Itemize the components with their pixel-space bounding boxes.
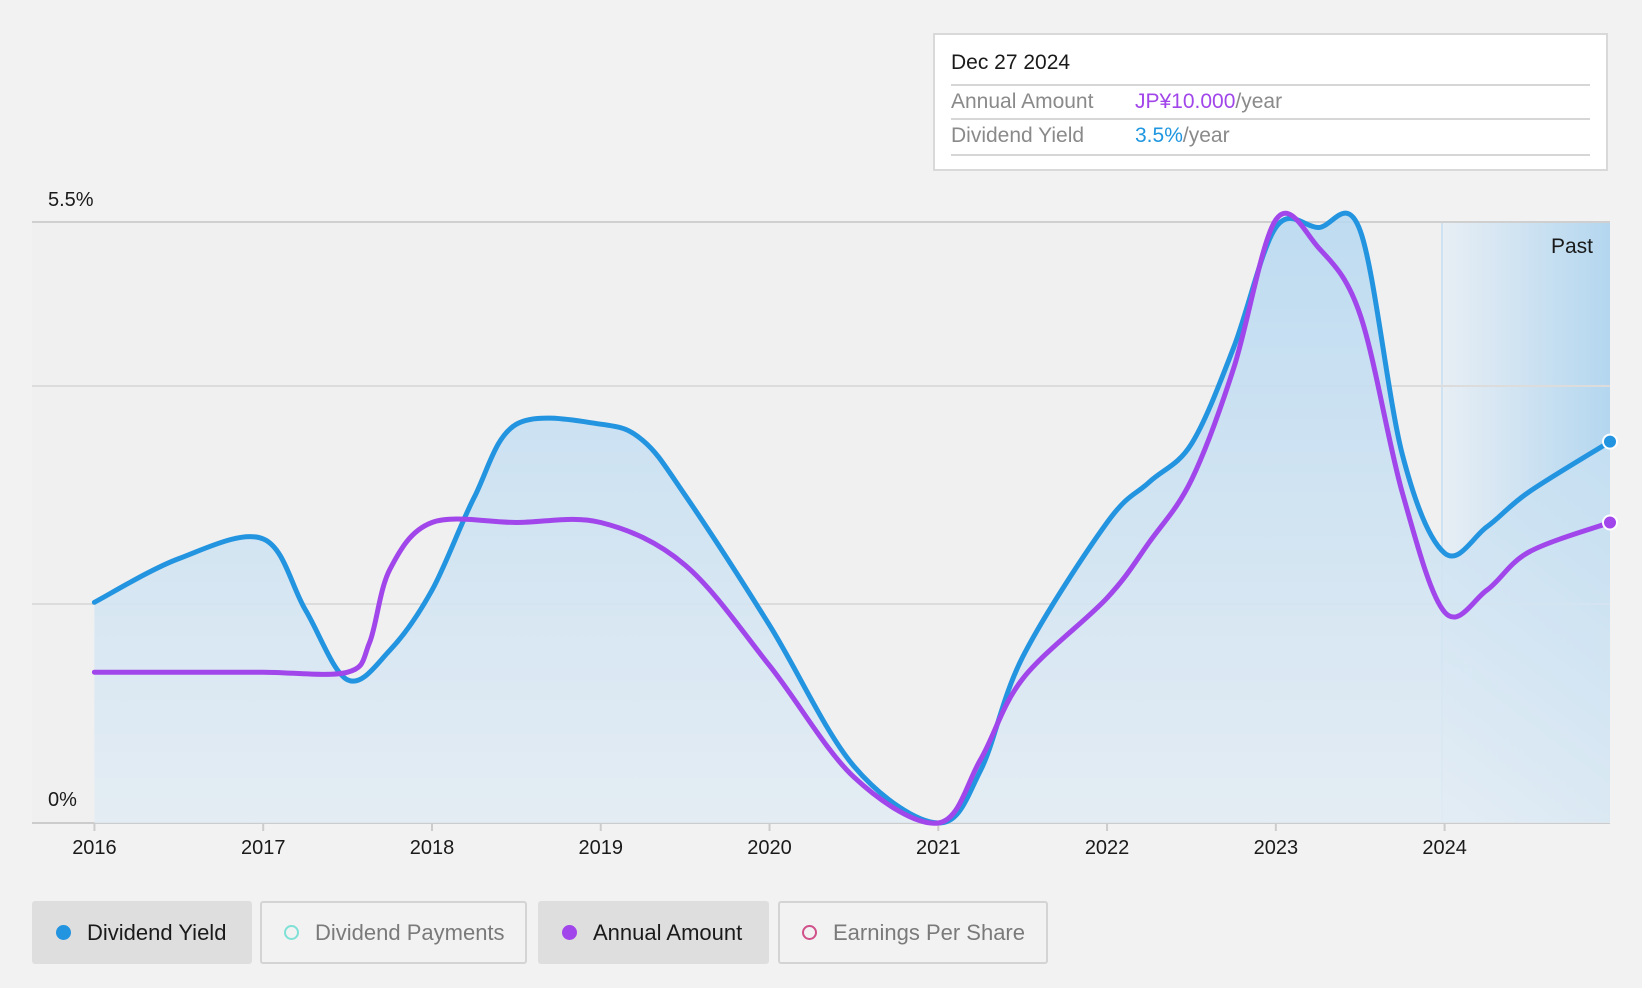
tooltip-value: JP¥10.000/year [1135,90,1282,114]
tooltip-value-unit: /year [1235,90,1283,113]
x-tick-label: 2017 [241,837,286,859]
legend-button-dividend-payments[interactable]: Dividend Payments [260,901,527,964]
series-layer [91,210,1618,826]
tooltip-value-number: JP¥10.000 [1135,90,1236,113]
legend-label: Earnings Per Share [833,919,1025,945]
tooltip: Dec 27 2024 Annual Amount JP¥10.000/year… [933,33,1608,171]
x-axis-ticks: 2016 2017 2018 2019 2020 2021 2022 2023 2024 [72,823,1467,859]
legend-dot-icon [284,925,299,940]
dividend-chart: Past 5.5% 0% 2016 2017 2018 2019 2020 2021 202… [32,189,1618,859]
x-tick-label: 2019 [579,837,624,859]
line-annual-amount [91,210,1613,826]
area-dividend-yield [94,213,1610,824]
x-tick-label: 2020 [747,837,792,859]
endpoint-dividend-yield [1602,433,1618,450]
legend-dot-icon [562,925,577,940]
tooltip-row-annual-amount: Annual Amount JP¥10.000/year [951,84,1590,120]
legend-label: Annual Amount [593,919,743,945]
x-tick-label: 2021 [916,837,961,859]
past-label: Past [1551,235,1593,258]
x-tick-label: 2023 [1254,837,1299,859]
y-tick-label: 5.5% [48,189,94,211]
tooltip-value-number: 3.5% [1135,124,1183,147]
x-tick-label: 2018 [410,837,455,859]
legend-button-dividend-yield[interactable]: Dividend Yield [32,901,252,964]
legend-dot-icon [56,925,71,940]
tooltip-label: Dividend Yield [951,124,1085,147]
endpoint-annual-amount [1602,514,1618,531]
tooltip-label: Annual Amount [951,90,1094,113]
x-tick-label: 2022 [1085,837,1130,859]
legend-button-annual-amount[interactable]: Annual Amount [538,901,769,964]
x-tick-label: 2024 [1422,837,1467,859]
legend-label: Dividend Payments [315,919,505,945]
legend-dot-icon [802,925,817,940]
legend-label: Dividend Yield [87,919,227,945]
tooltip-row-dividend-yield: Dividend Yield 3.5%/year [951,118,1590,156]
legend-button-earnings-per-share[interactable]: Earnings Per Share [778,901,1048,964]
tooltip-value: 3.5%/year [1135,124,1230,148]
y-tick-label: 0% [48,789,77,811]
tooltip-date: Dec 27 2024 [951,51,1071,74]
x-tick-label: 2016 [72,837,117,859]
tooltip-value-unit: /year [1182,124,1230,147]
